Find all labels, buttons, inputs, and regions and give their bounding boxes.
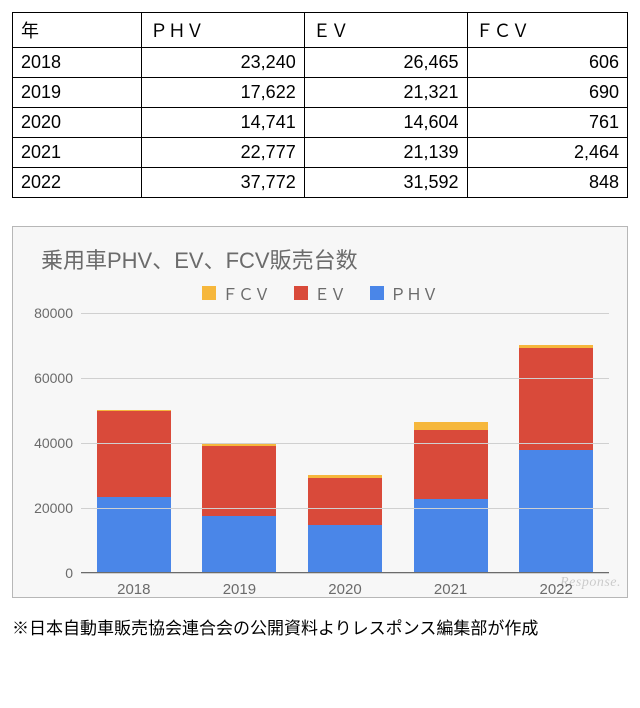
cell-value: 606: [467, 48, 627, 78]
bar-stack: [97, 410, 171, 573]
legend-item: ＦＣＶ: [202, 281, 270, 305]
cell-value: 23,240: [141, 48, 304, 78]
cell-value: 690: [467, 78, 627, 108]
legend-label: ＰＨＶ: [390, 281, 438, 305]
bar-segment-phv: [519, 450, 593, 573]
col-fcv: ＦＣＶ: [467, 13, 627, 48]
legend-label: ＦＣＶ: [222, 281, 270, 305]
x-tick-label: 2019: [187, 581, 293, 598]
legend-swatch: [370, 286, 384, 300]
grid-line: [81, 573, 609, 574]
bar-segment-ev: [414, 430, 488, 499]
data-table: 年 ＰＨＶ ＥＶ ＦＣＶ 201823,24026,465606201917,6…: [12, 12, 628, 198]
table-body: 201823,24026,465606201917,62221,32169020…: [13, 48, 628, 198]
cell-value: 2,464: [467, 138, 627, 168]
chart-title: 乗用車PHV、EV、FCV販売台数: [21, 243, 619, 275]
bar-segment-phv: [414, 499, 488, 573]
table-row: 201917,62221,321690: [13, 78, 628, 108]
bar-segment-phv: [202, 516, 276, 573]
cell-year: 2019: [13, 78, 142, 108]
col-year: 年: [13, 13, 142, 48]
cell-value: 14,604: [304, 108, 467, 138]
cell-value: 14,741: [141, 108, 304, 138]
x-tick-label: 2020: [292, 581, 398, 598]
cell-year: 2020: [13, 108, 142, 138]
footnote: ※日本自動車販売協会連合会の公開資料よりレスポンス編集部が作成: [12, 614, 628, 639]
y-tick-label: 20000: [23, 500, 73, 516]
x-tick-label: 2022: [503, 581, 609, 598]
cell-value: 848: [467, 168, 627, 198]
cell-value: 31,592: [304, 168, 467, 198]
bar-segment-phv: [308, 525, 382, 573]
y-tick-label: 40000: [23, 435, 73, 451]
grid-line: [81, 378, 609, 379]
legend-item: ＰＨＶ: [370, 281, 438, 305]
col-phv: ＰＨＶ: [141, 13, 304, 48]
legend-item: ＥＶ: [294, 281, 346, 305]
grid-line: [81, 313, 609, 314]
table-header-row: 年 ＰＨＶ ＥＶ ＦＣＶ: [13, 13, 628, 48]
col-ev: ＥＶ: [304, 13, 467, 48]
table-row: 202122,77721,1392,464: [13, 138, 628, 168]
cell-year: 2022: [13, 168, 142, 198]
chart-plot-area: 20182019202020212022 0200004000060000800…: [81, 313, 609, 573]
table-row: 202014,74114,604761: [13, 108, 628, 138]
grid-line: [81, 443, 609, 444]
y-tick-label: 60000: [23, 370, 73, 386]
bar-segment-ev: [308, 478, 382, 525]
bar-stack: [414, 422, 488, 573]
y-tick-label: 0: [23, 565, 73, 581]
cell-value: 37,772: [141, 168, 304, 198]
bar-segment-ev: [519, 348, 593, 451]
cell-value: 21,139: [304, 138, 467, 168]
cell-value: 21,321: [304, 78, 467, 108]
legend-swatch: [294, 286, 308, 300]
bar-segment-ev: [97, 411, 171, 497]
cell-year: 2021: [13, 138, 142, 168]
chart-legend: ＦＣＶ ＥＶ ＰＨＶ: [21, 281, 619, 305]
legend-label: ＥＶ: [314, 281, 346, 305]
cell-value: 26,465: [304, 48, 467, 78]
bar-stack: [308, 475, 382, 573]
bar-segment-ev: [202, 446, 276, 515]
x-tick-label: 2018: [81, 581, 187, 598]
x-tick-label: 2021: [398, 581, 504, 598]
cell-value: 17,622: [141, 78, 304, 108]
cell-value: 22,777: [141, 138, 304, 168]
table-row: 202237,77231,592848: [13, 168, 628, 198]
legend-swatch: [202, 286, 216, 300]
sales-chart: 乗用車PHV、EV、FCV販売台数 ＦＣＶＥＶＰＨＶ 2018201920202…: [12, 226, 628, 598]
cell-value: 761: [467, 108, 627, 138]
y-tick-label: 80000: [23, 305, 73, 321]
grid-line: [81, 508, 609, 509]
bar-stack: [519, 345, 593, 573]
cell-year: 2018: [13, 48, 142, 78]
bar-segment-fcv: [414, 422, 488, 430]
table-row: 201823,24026,465606: [13, 48, 628, 78]
